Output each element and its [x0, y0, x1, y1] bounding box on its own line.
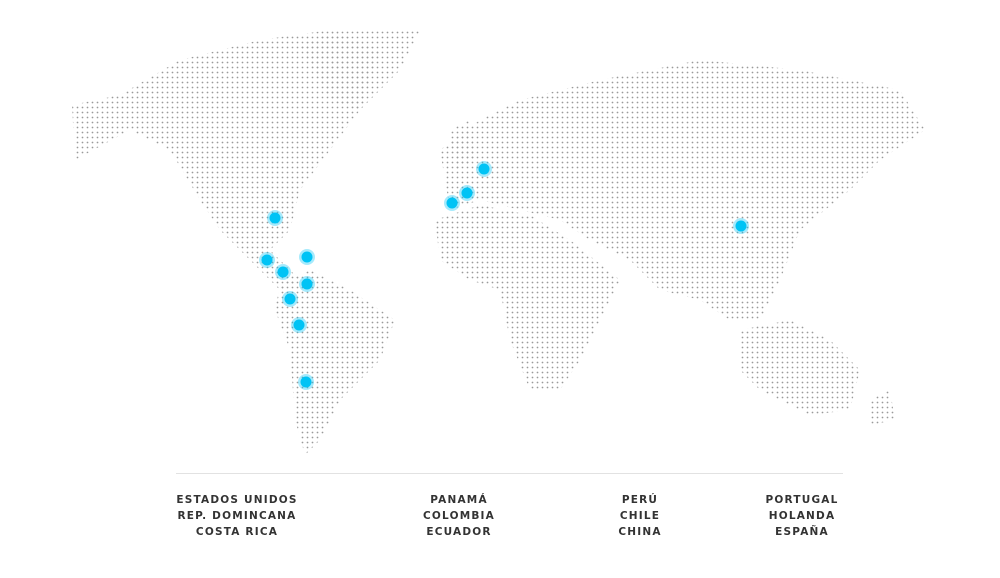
country-label: COLOMBIA: [423, 510, 495, 522]
continent-australia: [740, 320, 860, 415]
country-label: HOLANDA: [768, 510, 836, 522]
country-label: REP. DOMINCANA: [177, 510, 297, 522]
location-marker: [299, 276, 315, 292]
location-marker: [733, 218, 749, 234]
country-label: ESPAÑA: [775, 526, 829, 538]
location-marker: [275, 264, 291, 280]
location-marker: [444, 195, 460, 211]
country-label: PANAMÁ: [430, 494, 488, 506]
continent-new-zealand: [870, 390, 895, 425]
continent-north-america: [72, 30, 380, 290]
location-marker: [299, 249, 315, 265]
country-label: COSTA RICA: [195, 526, 279, 538]
country-column-3: PERÚ CHILE CHINA: [618, 492, 661, 540]
country-column-1: ESTADOS UNIDOS REP. DOMINCANA COSTA RICA: [176, 492, 297, 540]
continent-south-america: [275, 270, 395, 455]
world-map: [72, 30, 925, 455]
country-column-2: PANAMÁ COLOMBIA ECUADOR: [423, 492, 495, 540]
location-marker: [291, 317, 307, 333]
country-label: CHINA: [618, 526, 662, 538]
continent-eurasia: [440, 60, 925, 320]
location-marker: [476, 161, 492, 177]
location-marker: [267, 210, 283, 226]
continent-uk: [450, 120, 475, 170]
location-marker: [298, 374, 314, 390]
divider: [176, 473, 843, 474]
country-label: CHILE: [619, 510, 661, 522]
country-column-4: PORTUGAL HOLANDA ESPAÑA: [766, 492, 839, 540]
location-marker: [282, 291, 298, 307]
country-label: ECUADOR: [426, 526, 492, 538]
country-label: PORTUGAL: [765, 494, 839, 506]
continent-africa: [435, 205, 620, 390]
country-label: ESTADOS UNIDOS: [176, 494, 298, 506]
location-marker: [459, 185, 475, 201]
country-label: PERÚ: [621, 494, 659, 506]
location-marker: [259, 252, 275, 268]
continent-greenland: [300, 30, 420, 110]
